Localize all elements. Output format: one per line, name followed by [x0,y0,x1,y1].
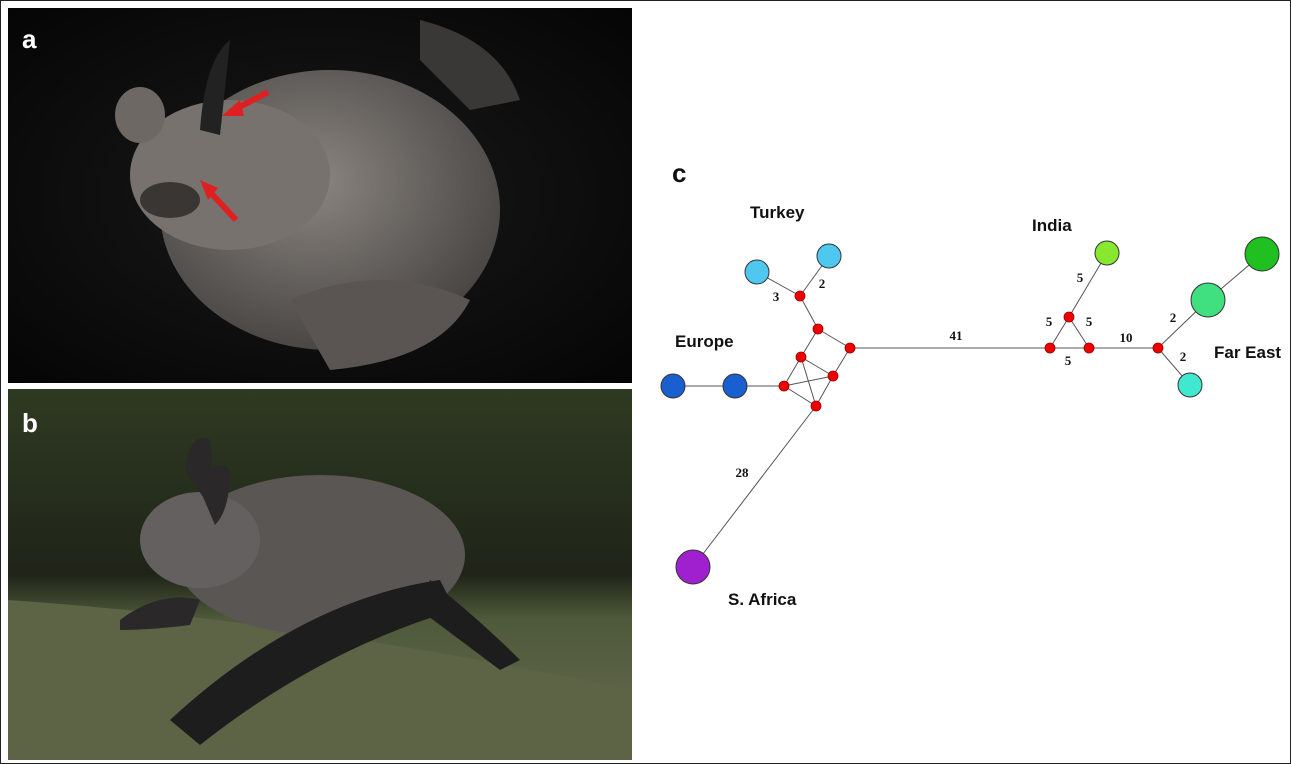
edge-label: 10 [1120,330,1133,345]
region-label: Turkey [750,203,805,222]
edge-label: 28 [736,465,750,480]
edge-label: 41 [950,328,963,343]
photo-b [8,389,632,760]
edge-label: 2 [1170,310,1177,325]
edge-label: 3 [773,289,780,304]
panel-label: a [22,24,37,54]
edge-label: 5 [1077,270,1084,285]
panel-label: c [672,158,686,188]
edge-label: 5 [1086,314,1093,329]
region-label: Europe [675,332,734,351]
region-label: Far East [1214,343,1281,362]
figure: a b c [0,0,1291,764]
photo-a [8,8,632,383]
region-label: S. Africa [728,590,797,609]
region-label: India [1032,216,1072,235]
edge-label: 5 [1065,353,1072,368]
edge-label: 2 [819,276,826,291]
panel-label: b [22,408,38,438]
edge-label: 2 [1180,349,1187,364]
edge-label: 5 [1046,314,1053,329]
